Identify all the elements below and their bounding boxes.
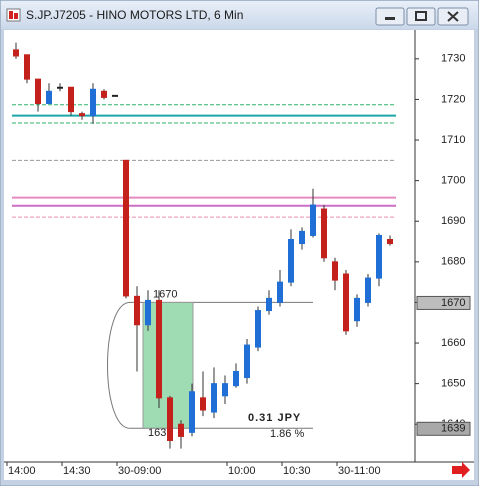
measure-percent: 1.86 % <box>270 428 304 440</box>
candle-body <box>343 273 349 332</box>
candle-body <box>387 239 393 245</box>
candle-body <box>233 370 239 387</box>
x-tick-label: 10:00 <box>228 465 256 477</box>
candle-body <box>24 54 30 80</box>
x-tick-label: 14:00 <box>8 465 36 477</box>
candle-body <box>376 234 382 279</box>
y-tick-label: 1660 <box>441 337 465 349</box>
candle-body <box>13 49 19 57</box>
candle-body <box>46 90 52 104</box>
candle-body <box>200 397 206 411</box>
chart-area <box>4 30 474 480</box>
candle-body <box>365 277 371 303</box>
candle-body <box>288 239 294 283</box>
app-icon <box>6 8 21 22</box>
x-tick-label: 10:30 <box>283 465 311 477</box>
candle-body <box>332 261 338 281</box>
measure-to-label: 1639 <box>148 427 172 439</box>
y-tick-label: 1690 <box>441 215 465 227</box>
close-button[interactable] <box>437 7 469 26</box>
candle-body <box>90 88 96 117</box>
candle-body <box>178 423 184 437</box>
candle-body <box>266 297 272 312</box>
candle-body <box>123 159 129 297</box>
candle-body <box>79 113 85 117</box>
candle-body <box>101 90 107 98</box>
x-tick-label: 30-09:00 <box>118 465 161 477</box>
y-tick-label: 1730 <box>441 53 465 65</box>
y-tick-label: 1650 <box>441 378 465 390</box>
candle-body <box>68 86 74 113</box>
candle-body <box>255 310 261 348</box>
minimize-button[interactable] <box>375 7 405 26</box>
candle-body <box>134 295 140 326</box>
price-marker-box <box>416 295 471 310</box>
y-tick-label: 1700 <box>441 175 465 187</box>
candle-body <box>112 94 118 97</box>
candle-body <box>277 281 283 303</box>
candle-body <box>156 299 162 399</box>
candle-body <box>244 344 250 379</box>
restore-button[interactable] <box>406 7 436 26</box>
measure-change: 0.31 JPY <box>248 412 301 424</box>
y-tick-label: 1720 <box>441 93 465 105</box>
measure-from-label: 1670 <box>153 288 177 300</box>
candle-body <box>321 208 327 259</box>
candle-body <box>354 297 360 322</box>
scroll-arrow[interactable] <box>452 462 470 478</box>
x-tick-label: 14:30 <box>63 465 91 477</box>
candle-body <box>310 204 316 236</box>
candle-body <box>57 86 63 89</box>
candle-body <box>189 391 195 433</box>
candle-body <box>222 383 228 397</box>
price-marker-box <box>416 421 471 436</box>
x-tick-label: 30-11:00 <box>338 465 381 477</box>
y-tick-label: 1680 <box>441 256 465 268</box>
candle-body <box>211 383 217 413</box>
candle-body <box>167 397 173 441</box>
candle-body <box>145 299 151 326</box>
plot: 1670 1639 0.31 JPY 1.86 % 14:00 14:30 30-09:00… <box>6 42 471 477</box>
price-marker-label: 1670 <box>441 297 465 309</box>
candle-body <box>299 230 305 245</box>
candle-body <box>35 78 41 104</box>
price-marker-label: 1639 <box>441 423 465 435</box>
y-tick-label: 1710 <box>441 134 465 146</box>
window-title: S.JP.J7205 - HINO MOTORS LTD, 6 Min <box>26 8 243 22</box>
